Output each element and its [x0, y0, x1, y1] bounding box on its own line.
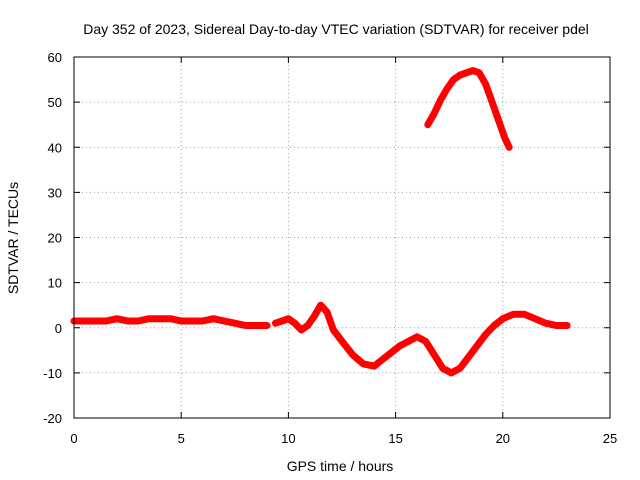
- x-tick-label: 25: [603, 431, 617, 446]
- x-tick-label: 5: [178, 431, 185, 446]
- x-tick-label: 15: [388, 431, 402, 446]
- data-point: [469, 67, 476, 74]
- data-point: [242, 322, 249, 329]
- data-point: [414, 333, 420, 340]
- data-point: [422, 338, 429, 345]
- data-point: [491, 322, 498, 329]
- data-point: [231, 320, 238, 327]
- data-point: [371, 363, 378, 370]
- data-point: [199, 318, 206, 324]
- x-axis-label: GPS time / hours: [287, 458, 394, 474]
- x-tick-label: 10: [281, 431, 295, 446]
- y-tick-label: 50: [48, 95, 62, 110]
- data-point: [178, 318, 185, 324]
- y-tick-label: 30: [48, 185, 62, 200]
- data-point: [324, 309, 330, 315]
- data-point: [264, 322, 270, 329]
- data-point: [279, 318, 285, 324]
- data-point: [298, 327, 305, 333]
- data-point: [221, 318, 228, 324]
- data-point: [113, 315, 120, 322]
- data-point: [448, 369, 455, 376]
- data-point: [253, 322, 260, 329]
- data-point: [388, 349, 395, 356]
- data-point: [360, 360, 367, 367]
- y-tick-label: -10: [43, 366, 62, 381]
- data-point: [339, 338, 345, 345]
- data-point: [311, 313, 318, 320]
- data-point: [456, 365, 463, 372]
- data-point: [542, 320, 549, 327]
- y-axis-label: SDTVAR / TECUs: [5, 182, 21, 294]
- data-point: [396, 342, 403, 349]
- data-point: [424, 121, 431, 128]
- data-point: [103, 318, 110, 324]
- data-point: [474, 342, 481, 349]
- x-tick-label: 0: [70, 431, 77, 446]
- data-point: [437, 96, 444, 103]
- data-point: [210, 315, 217, 322]
- y-tick-label: -20: [43, 411, 62, 426]
- y-tick-label: 20: [48, 231, 62, 246]
- data-series: [70, 67, 571, 377]
- data-point: [431, 110, 438, 117]
- data-point: [463, 69, 470, 76]
- data-point: [444, 85, 451, 92]
- data-point: [146, 315, 152, 322]
- data-point: [482, 331, 489, 338]
- data-point: [317, 302, 324, 309]
- y-tick-label: 60: [48, 50, 62, 65]
- data-point: [532, 315, 538, 322]
- data-point: [272, 320, 279, 327]
- tick-labels: 0 5 10 15 20 25 -20 -10 0 10 20 30 40 50 60: [43, 50, 617, 446]
- data-point: [482, 81, 489, 88]
- data-point: [330, 327, 337, 333]
- data-point: [450, 76, 457, 83]
- data-point: [431, 351, 438, 358]
- data-point: [553, 322, 560, 329]
- data-point: [81, 318, 88, 324]
- data-point: [124, 318, 131, 324]
- data-point: [476, 69, 483, 76]
- x-tick-label: 20: [496, 431, 510, 446]
- y-tick-label: 40: [48, 140, 62, 155]
- data-point: [564, 322, 571, 329]
- data-point: [285, 315, 292, 322]
- data-point: [521, 311, 528, 318]
- data-point: [156, 315, 163, 322]
- data-point: [499, 315, 506, 322]
- y-tick-label: 10: [48, 276, 62, 291]
- data-point: [489, 99, 496, 106]
- data-point: [349, 351, 356, 358]
- axis-ticks: [73, 56, 611, 419]
- data-point: [167, 315, 174, 322]
- chart-title: Day 352 of 2023, Sidereal Day-to-day VTE…: [83, 21, 589, 37]
- data-point: [456, 72, 463, 79]
- data-point: [501, 135, 508, 142]
- data-point: [465, 354, 472, 361]
- grid: [74, 57, 610, 418]
- data-point: [92, 318, 99, 324]
- data-point: [291, 320, 298, 327]
- data-point: [379, 356, 386, 363]
- data-point: [304, 322, 311, 329]
- data-point: [405, 338, 412, 345]
- data-point: [135, 318, 142, 324]
- y-tick-label: 0: [55, 321, 62, 336]
- data-point: [510, 311, 517, 318]
- data-point: [506, 144, 513, 151]
- data-point: [188, 318, 195, 324]
- data-point: [495, 117, 502, 124]
- data-point: [439, 365, 446, 372]
